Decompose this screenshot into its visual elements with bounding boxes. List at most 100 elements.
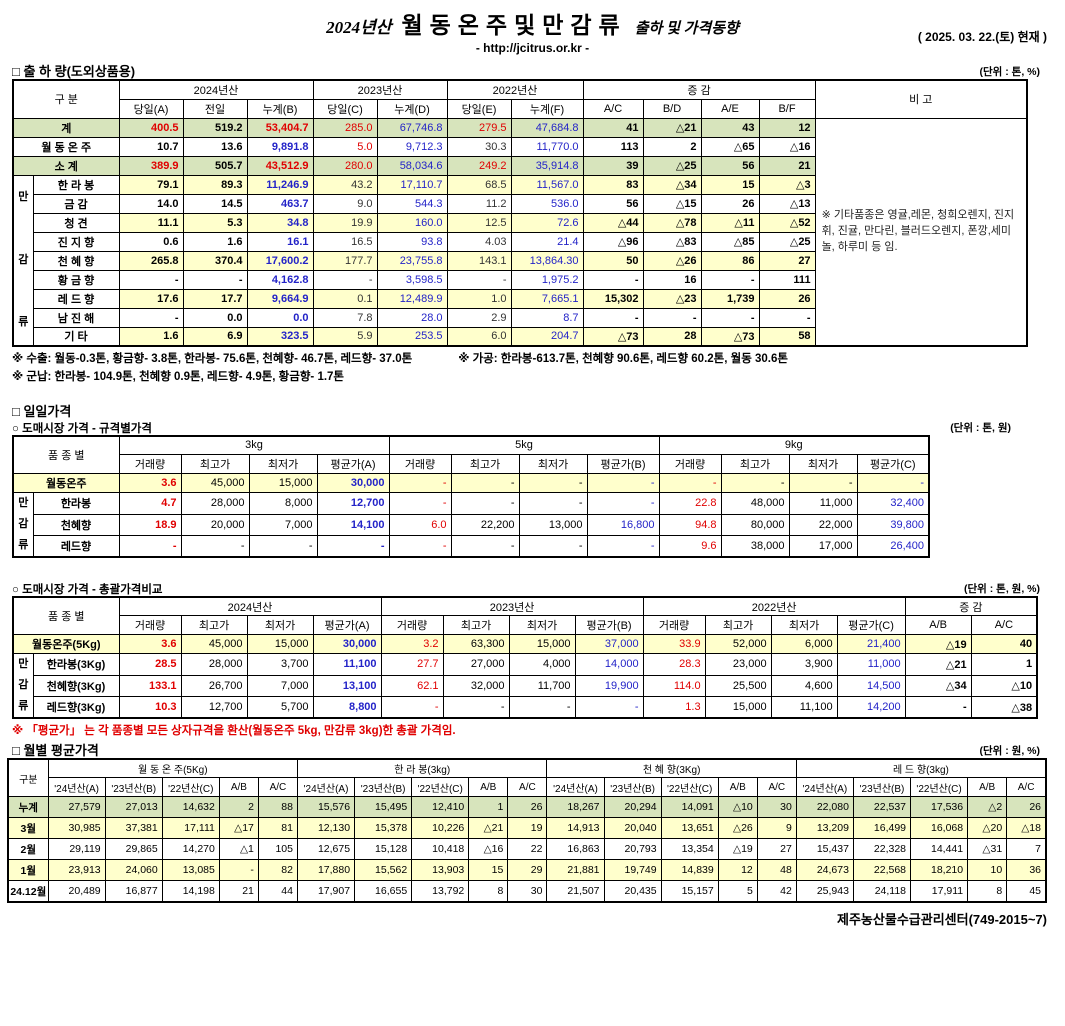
- cell: 15: [468, 859, 509, 882]
- column-header: 최저가: [246, 615, 314, 636]
- cell: 17,911: [910, 880, 969, 903]
- cell: 21,400: [836, 634, 906, 655]
- cell: 15,576: [296, 796, 356, 819]
- cell: 38,000: [720, 534, 790, 558]
- cell: 43.2: [312, 174, 378, 195]
- cell: △18: [1006, 817, 1047, 840]
- cell: 544.3: [376, 193, 448, 214]
- cell: 32,000: [442, 674, 510, 698]
- cell: 160.0: [376, 212, 448, 233]
- cell: -: [182, 269, 248, 290]
- cell: △31: [967, 838, 1008, 861]
- column-header: '23년산(B): [603, 777, 662, 798]
- shipment-section-title: □ 출 하 량(도외상품용): [12, 64, 136, 79]
- product-group-header: 천 혜 향(3Kg): [546, 758, 797, 779]
- byspec-header: ○ 도매시장 가격 - 규격별가격 (단위 : 톤, 원): [12, 419, 1053, 435]
- table-row: 월동온주(5Kg) 3.6 45,000 15,000 30,000 3.2 63,300 1…: [12, 634, 1038, 655]
- cell: 16: [642, 269, 702, 290]
- daily-section-header: □ 일일가격: [12, 401, 1053, 419]
- cell: 20,000: [180, 513, 250, 536]
- cell: 37,381: [104, 817, 163, 840]
- cell: 26: [758, 288, 816, 309]
- cell: 12,675: [296, 838, 356, 861]
- cell: 177.7: [312, 250, 378, 271]
- cell: 36: [1006, 859, 1047, 882]
- cell: 9,891.8: [246, 136, 314, 157]
- row-label: 3월: [7, 817, 49, 840]
- column-header: '24년산(A): [546, 777, 605, 798]
- cell: 15,437: [795, 838, 854, 861]
- cell: △21: [642, 117, 702, 138]
- cell: -: [700, 307, 760, 328]
- cell: 8: [967, 880, 1008, 903]
- corner-header: 구 분: [12, 79, 120, 119]
- cell: 12: [758, 117, 816, 138]
- cell: -: [856, 473, 930, 494]
- site-url: - http://jcitrus.or.kr -: [475, 41, 590, 55]
- cell: 11,100: [312, 653, 382, 676]
- monthly-section-header: □ 월별 평균가격 (단위 : 원, %): [12, 740, 1053, 758]
- cell: 14,100: [316, 513, 390, 536]
- cell: 5: [717, 880, 758, 903]
- footer-org: 제주농산물수급관리센터(749-2015~7): [837, 911, 1047, 927]
- cell: 0.0: [246, 307, 314, 328]
- cell: 285.0: [312, 117, 378, 138]
- cell: 10,226: [411, 817, 470, 840]
- column-header: A/B: [218, 777, 259, 798]
- cell: 14,500: [836, 674, 906, 698]
- column-header: '23년산(B): [852, 777, 912, 798]
- cell: 28: [642, 326, 702, 347]
- column-header: A/C: [970, 615, 1038, 636]
- cell: 14,839: [660, 859, 719, 882]
- cell: 1.6: [118, 326, 184, 347]
- header-row: 품 종 별 2024년산 2023년산 2022년산 증 감: [12, 596, 1038, 636]
- monthly-average-table: 구분 월 동 온 주(5Kg) 한 라 봉(3kg) 천 혜 향(3Kg) 레 드 향(…: [7, 757, 1047, 903]
- cell: 12,700: [316, 492, 390, 515]
- cell: -: [758, 307, 816, 328]
- cell: 26: [1006, 796, 1047, 819]
- row-label: 남 진 해: [32, 307, 120, 328]
- cell: 19,900: [574, 674, 644, 698]
- cell: △19: [717, 838, 758, 861]
- table-row: 기 타 1.6 6.9 323.5 5.9 253.5 6.0 204.7 △73 28 △73 58: [13, 326, 1027, 347]
- note-process: ※ 가공: 한라봉-613.7톤, 천혜향 90.6톤, 레드향 60.2톤, …: [458, 353, 788, 365]
- daily-section-title: □ 일일가격: [12, 403, 72, 419]
- cell: 21: [218, 880, 259, 903]
- column-header: 평균가(C): [836, 615, 906, 636]
- cell: 17,110.7: [376, 174, 448, 195]
- cell: 4,162.8: [246, 269, 314, 290]
- cell: -: [586, 492, 660, 515]
- title-subtitle: 출하 및 가격동향: [634, 21, 739, 37]
- cell: 21,507: [546, 880, 605, 903]
- cell: 17,536: [910, 796, 969, 819]
- table-row: 만 감 류 한라봉(3Kg) 28.5 28,000 3,700 11,100 27.7 27,0…: [12, 653, 1038, 719]
- table-row: 황 금 향 - -4,162.8-3,598.5-1,975.2-16-111: [13, 269, 1027, 290]
- cell: 29,865: [104, 838, 163, 861]
- cell: 24,673: [795, 859, 854, 882]
- cell: 10,418: [411, 838, 470, 861]
- cell: 18.9: [118, 513, 182, 536]
- cell: 1.0: [446, 288, 512, 309]
- cell: △2: [967, 796, 1008, 819]
- column-header: 전일: [182, 98, 248, 119]
- cell: -: [904, 696, 972, 719]
- cell: 8,800: [312, 696, 382, 719]
- cell: 11.1: [118, 212, 184, 233]
- cell: 463.7: [246, 193, 314, 214]
- shipment-notes: ※ 수출: 월동-0.3톤, 황금향- 3.8톤, 한라봉- 75.6톤, 천혜…: [12, 351, 1053, 387]
- cell: -: [518, 492, 588, 515]
- cell: 44: [257, 880, 298, 903]
- cell: 15,562: [354, 859, 413, 882]
- table-row: 계 400.5 519.2 53,404.7 285.0 67,746.8 279.5 47,…: [12, 117, 1028, 347]
- cell: 19.9: [312, 212, 378, 233]
- cell: 79.1: [118, 174, 184, 195]
- cell: -: [788, 473, 858, 494]
- cell: 15,000: [246, 634, 314, 655]
- cell: △3: [758, 174, 816, 195]
- cell: 15,000: [248, 473, 318, 494]
